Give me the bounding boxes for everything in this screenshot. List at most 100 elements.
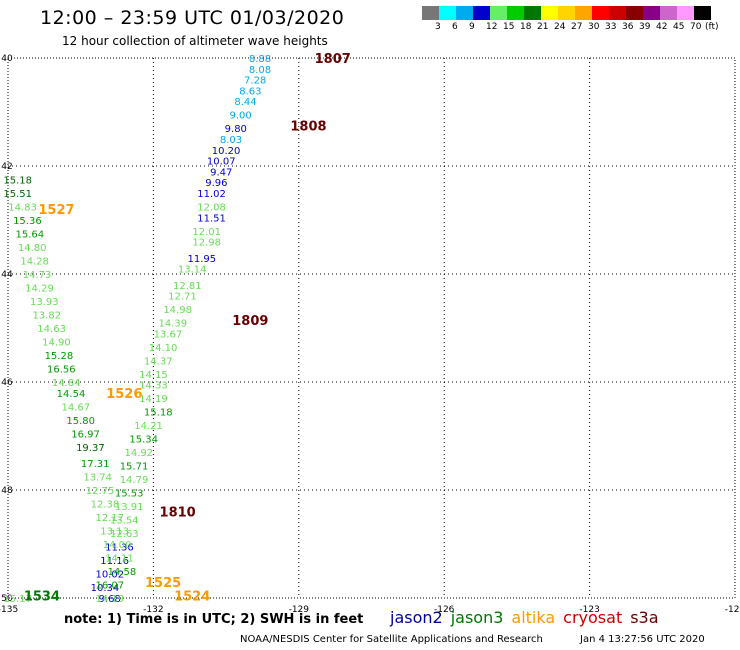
- wave-height-value: 14.15: [139, 370, 168, 381]
- satellite-legend-s3a: s3a: [630, 608, 659, 627]
- satellite-legend-altika: altika: [511, 608, 556, 627]
- legend-label: 39: [639, 22, 651, 32]
- wave-height-value: 14.10: [149, 343, 178, 354]
- track-s3a-east: 8.888.087.288.638.449.009.808.0310.2010.…: [91, 54, 272, 605]
- legend-swatch: [558, 6, 575, 20]
- legend-label: 9: [469, 22, 475, 32]
- legend-swatch: [507, 6, 524, 20]
- wave-height-value: 12.63: [110, 529, 139, 540]
- wave-height-value: 14.98: [163, 305, 192, 316]
- legend-swatch: [575, 6, 592, 20]
- latitude-tick-label: 50: [1, 594, 13, 604]
- wave-height-value: 14.37: [144, 356, 173, 367]
- wave-height-value: 13.54: [110, 516, 139, 527]
- satellite-legend-cryosat: cryosat: [563, 608, 623, 627]
- legend-label: (ft): [705, 22, 719, 32]
- wave-height-value: 16.56: [47, 365, 76, 376]
- wave-height-value: 15.71: [120, 462, 149, 473]
- wave-height-value: 13.93: [30, 297, 59, 308]
- wave-height-value: 12.38: [91, 500, 120, 511]
- wave-height-value: 14.28: [20, 257, 49, 268]
- wave-height-value: 13.91: [115, 502, 144, 513]
- wave-height-value: 10.02: [95, 570, 124, 581]
- map-frame: [7, 57, 736, 599]
- legend-swatch: [626, 6, 643, 20]
- longitude-tick-label: -129: [289, 605, 310, 615]
- wave-height-value: 11.95: [188, 254, 217, 265]
- wave-height-value: 11.51: [197, 213, 226, 224]
- wave-height-value: 15.28: [45, 351, 74, 362]
- legend-label: 33: [605, 22, 617, 32]
- wave-height-value: 9.00: [230, 111, 252, 122]
- wave-height-value: 14.58: [108, 567, 137, 578]
- wave-height-value: 9.96: [205, 178, 227, 189]
- longitude-tick-label: -135: [0, 605, 18, 615]
- wave-height-value: 14.80: [18, 243, 47, 254]
- wave-height-value: 15.18: [144, 408, 173, 419]
- wave-height-value: 12.98: [192, 238, 221, 249]
- legend-swatch: [473, 6, 490, 20]
- wave-height-value: 10.07: [207, 157, 236, 168]
- wave-height-value: 7.28: [244, 76, 266, 87]
- wave-height-value: 14.83: [8, 203, 37, 214]
- wave-height-value: 19.37: [76, 443, 105, 454]
- wave-height-value: 14.73: [23, 270, 52, 281]
- wave-height-value: 14.92: [125, 448, 154, 459]
- legend-swatch: [524, 6, 541, 20]
- wave-height-value: 9.47: [210, 167, 232, 178]
- wave-height-value: 11.36: [105, 543, 134, 554]
- latitude-tick-label: 48: [1, 486, 13, 496]
- wave-height-value: 14.21: [134, 421, 163, 432]
- pass-time-label: 1810: [160, 506, 196, 521]
- wave-height-value: 15.80: [66, 416, 95, 427]
- legend-swatch: [609, 6, 626, 20]
- wave-height-value: 15.36: [13, 216, 42, 227]
- latitude-tick-label: 46: [1, 378, 13, 388]
- wave-height-value: 13.13: [100, 527, 129, 538]
- legend-label: 12: [486, 22, 498, 32]
- wave-height-value: 13.74: [83, 473, 112, 484]
- legend-label: 24: [554, 22, 566, 32]
- wave-height-value: 14.19: [95, 594, 124, 605]
- legend-label: 42: [656, 22, 668, 32]
- latitude-tick-label: 44: [1, 270, 13, 280]
- wave-height-value: 16.97: [71, 429, 100, 440]
- wave-height-value: 10.20: [212, 146, 241, 157]
- wave-height-value: 12.17: [95, 513, 124, 524]
- pass-time-label: 1525: [145, 576, 181, 591]
- legend-swatch: [694, 6, 711, 20]
- wave-height-value: 14.00: [103, 540, 132, 551]
- wave-height-value: 14.54: [57, 389, 86, 400]
- wave-height-value: 8.44: [234, 97, 256, 108]
- pass-time-label: 1807: [315, 52, 351, 67]
- wave-height-value: 12.81: [173, 281, 202, 292]
- legend-label: 15: [503, 22, 515, 32]
- wave-height-value: 14.63: [37, 324, 66, 335]
- map-note: note: 1) Time is in UTC; 2) SWH is in fe…: [64, 612, 364, 627]
- legend-swatch: [592, 6, 609, 20]
- latitude-tick-label: 40: [1, 54, 13, 64]
- pass-time-label: 1809: [232, 314, 268, 329]
- legend-label: 30: [588, 22, 600, 32]
- latitude-tick-label: 42: [1, 162, 12, 172]
- wave-height-value: 14.39: [158, 319, 187, 330]
- track-jason3-west: 15.18 15.51 14.83 15.36 15.64 14.80 14.28 14.73…: [3, 176, 136, 606]
- pass-time-label: 1527: [38, 203, 74, 218]
- wave-height-value: 14.19: [139, 394, 168, 405]
- wave-height-value: 14.11: [105, 554, 134, 565]
- wave-height-value: 8.03: [220, 135, 242, 146]
- wave-height-value: 12.01: [192, 227, 221, 238]
- legend-swatch: [422, 6, 439, 20]
- wave-height-value: 9.80: [225, 124, 247, 135]
- wave-height-value: 14.84: [52, 378, 81, 389]
- satellite-legend: jason2 jason3 altika cryosat s3a: [390, 608, 667, 627]
- legend-label: 70: [690, 22, 702, 32]
- pass-time-label: 1526: [106, 387, 142, 402]
- legend-label: 27: [571, 22, 583, 32]
- wave-height-value: 8.63: [239, 86, 261, 97]
- wave-height-value: 11.16: [100, 556, 129, 567]
- longitude-tick-label: -126: [434, 605, 455, 615]
- wave-height-value: 13.82: [32, 311, 61, 322]
- wave-height-value: 12.75: [86, 486, 115, 497]
